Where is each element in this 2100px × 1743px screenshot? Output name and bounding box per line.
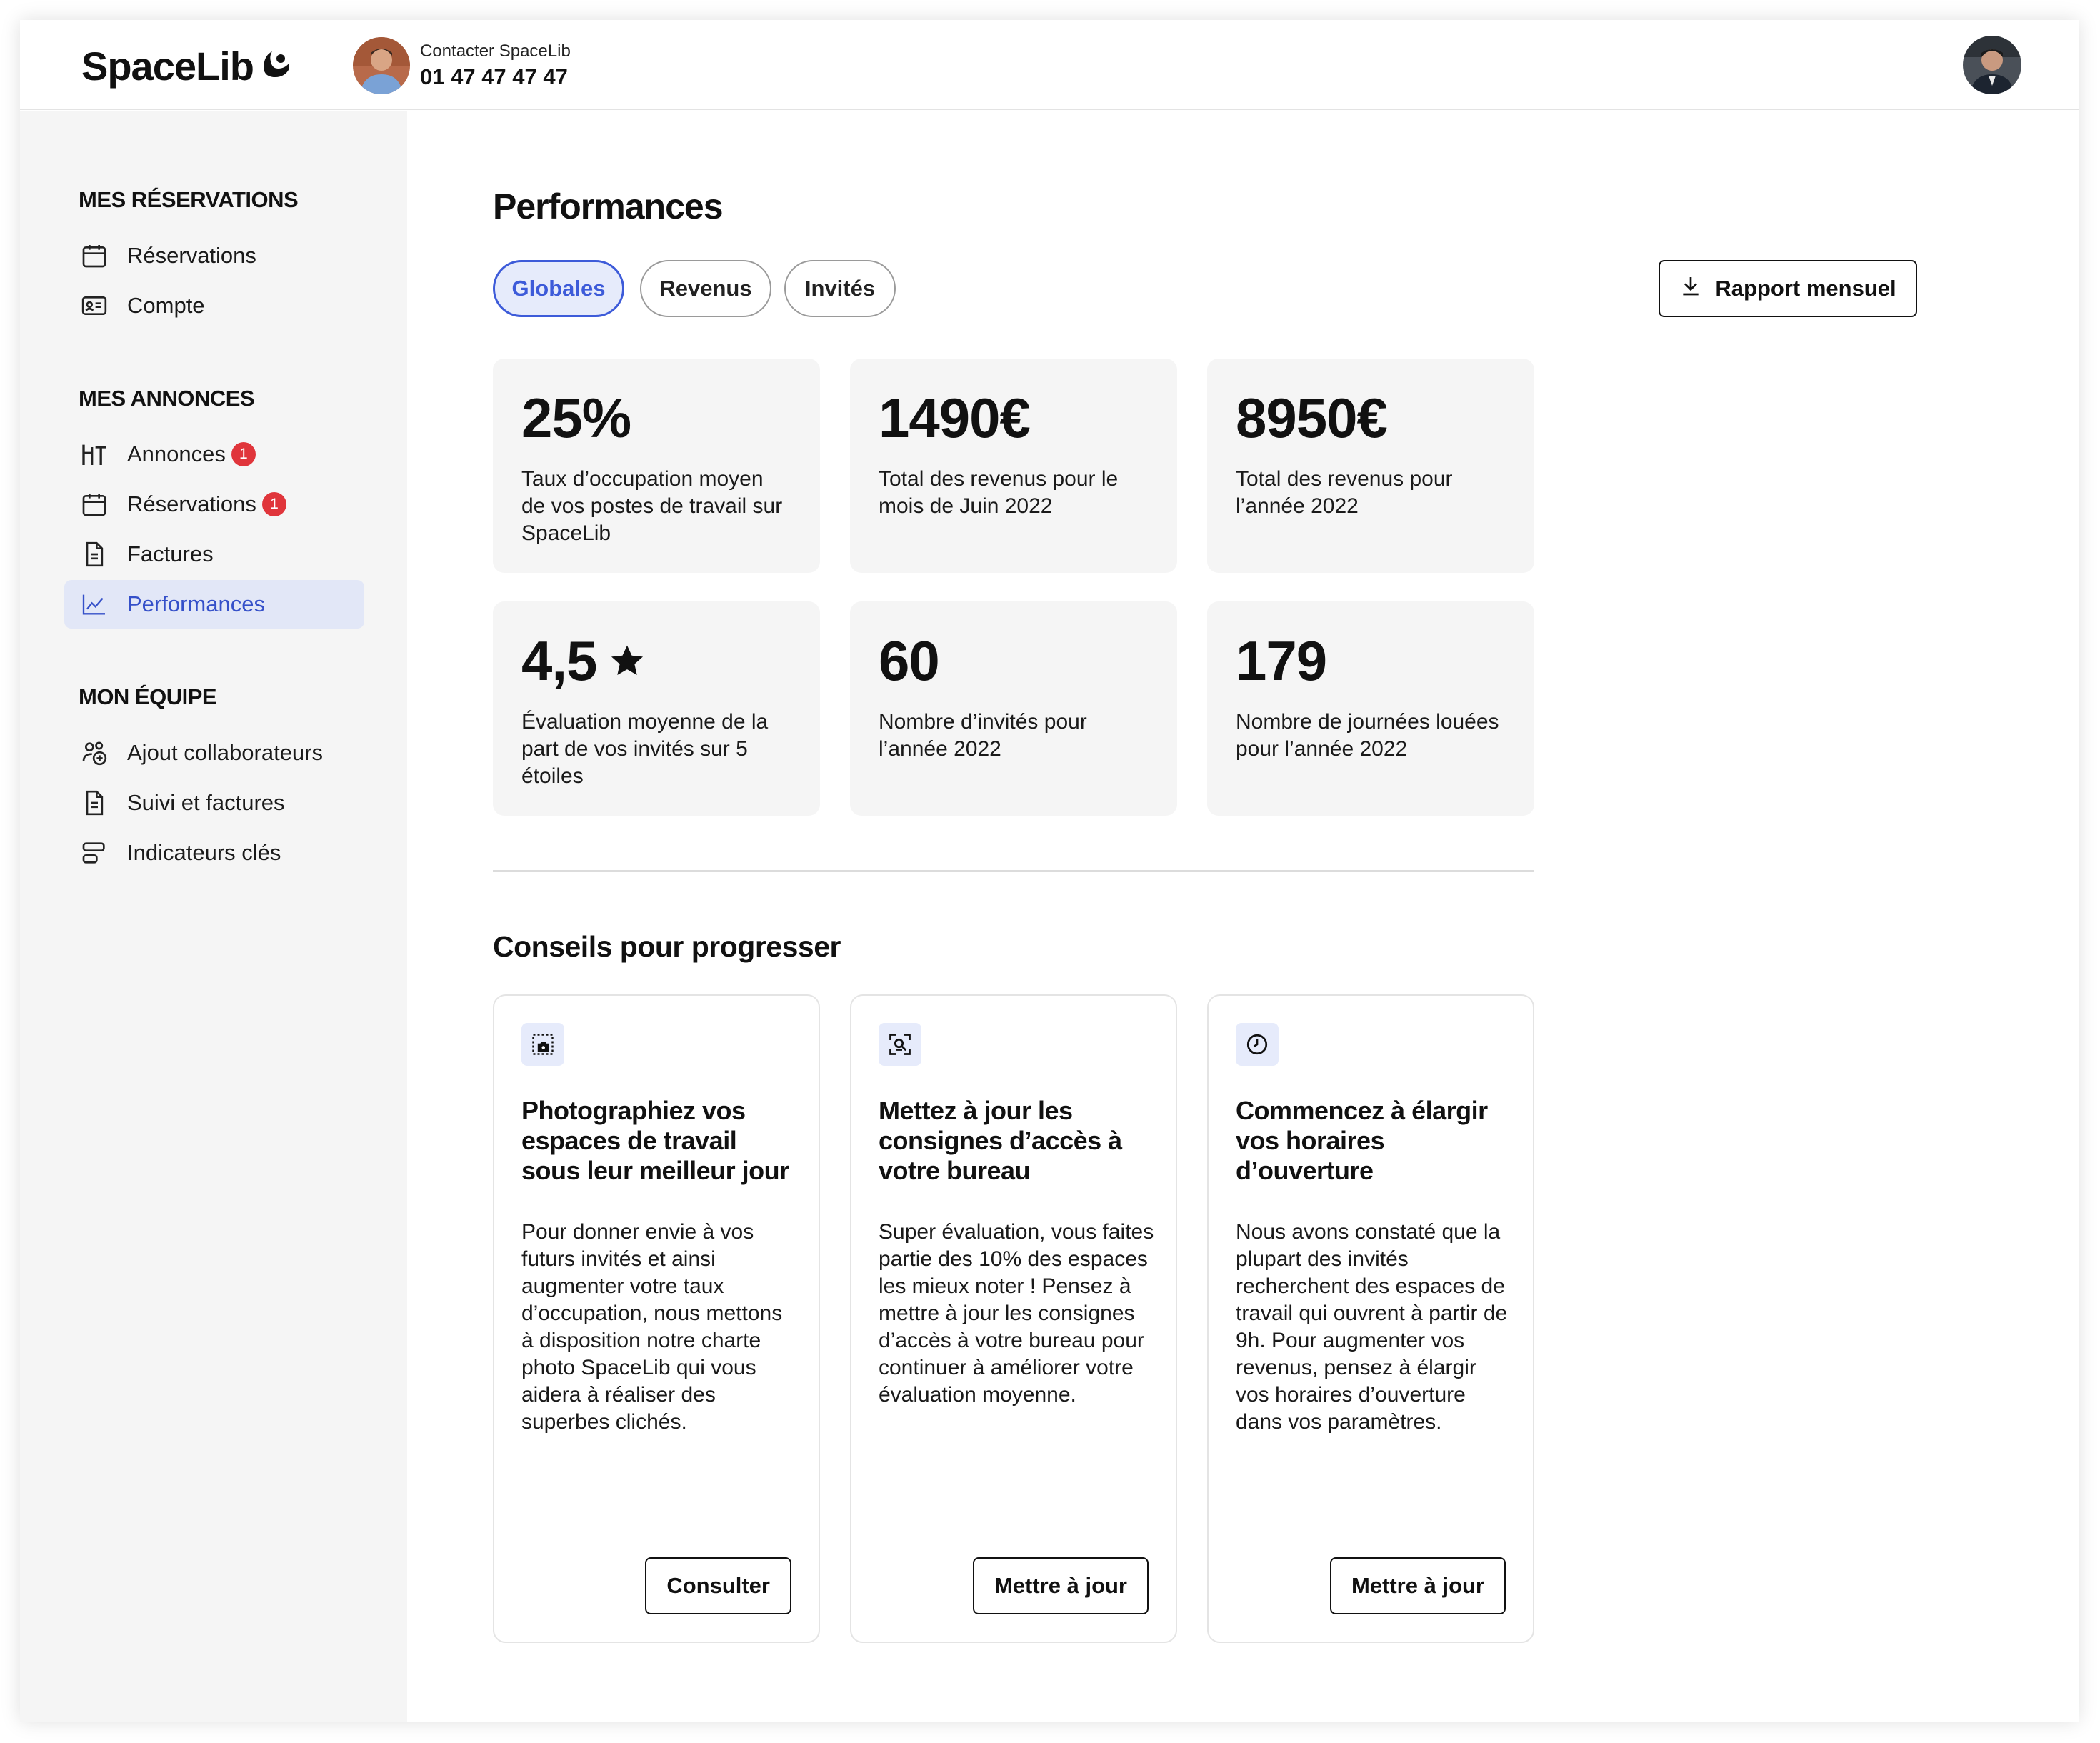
contact-label: Contacter SpaceLib (420, 41, 571, 61)
stat-card-revenus-annee: 8950€ Total des revenus pour l’année 202… (1207, 359, 1534, 573)
sidebar-item-compte[interactable]: Compte (64, 281, 364, 330)
tab-globales[interactable]: Globales (493, 260, 624, 317)
stat-card-invites: 60 Nombre d’invités pour l’année 2022 (850, 601, 1177, 816)
stat-description: Nombre d’invités pour l’année 2022 (879, 710, 1087, 761)
key-access-icon (879, 1023, 921, 1066)
sidebar: MES RÉSERVATIONS Réservations Compte MES… (20, 111, 407, 1722)
spacelib-logo[interactable]: SpaceLib (81, 39, 294, 93)
sidebar-item-reservations-annonces[interactable]: Réservations 1 (64, 480, 364, 529)
sidebar-item-factures[interactable]: Factures (64, 530, 364, 579)
sidebar-item-performances[interactable]: Performances (64, 580, 364, 629)
sidebar-item-label: Suivi et factures (127, 790, 285, 815)
user-add-icon (79, 737, 110, 769)
tip-card-photos: Photographiez vos espaces de travail sou… (493, 994, 820, 1643)
stat-value-text: 60 (879, 629, 940, 692)
contact-phone[interactable]: 01 47 47 47 47 (420, 64, 568, 89)
stat-value: 60 (879, 629, 940, 694)
page-title: Performances (493, 186, 723, 226)
photo-icon (521, 1023, 564, 1066)
stat-value: 25% (521, 386, 631, 451)
calendar-icon (79, 489, 110, 520)
app-window: SpaceLib Contacter SpaceLib (20, 20, 2079, 1722)
sidebar-item-suivi-factures[interactable]: Suivi et factures (64, 779, 364, 827)
tip-title: Photographiez vos espaces de travail sou… (521, 1096, 789, 1185)
logo-text: SpaceLib (81, 43, 254, 89)
rapport-mensuel-button[interactable]: Rapport mensuel (1659, 260, 1917, 317)
stat-card-journees: 179 Nombre de journées louées pour l’ann… (1207, 601, 1534, 816)
sidebar-item-label: Réservations (127, 491, 256, 516)
stat-description: Nombre de journées louées pour l’année 2… (1236, 710, 1499, 761)
sidebar-item-label: Ajout collaborateurs (127, 740, 323, 765)
notification-badge: 1 (261, 492, 286, 516)
rapport-mensuel-label: Rapport mensuel (1715, 276, 1896, 301)
section-title-annonces: MES ANNONCES (79, 386, 255, 411)
star-icon (608, 629, 646, 694)
tip-body: Nous avons constaté que la plupart des i… (1236, 1220, 1508, 1434)
notification-badge: 1 (231, 442, 256, 466)
document-icon (79, 787, 110, 819)
download-icon (1679, 274, 1702, 303)
sidebar-item-label: Performances (127, 591, 265, 616)
tip-title: Mettez à jour les consignes d’accès à vo… (879, 1096, 1122, 1185)
stat-value-text: 179 (1236, 629, 1327, 692)
stat-description: Taux d’occupation moyen de vos postes de… (521, 467, 783, 545)
id-card-icon (79, 290, 110, 321)
tip-title: Commencez à élargir vos horaires d’ouver… (1236, 1096, 1488, 1185)
tab-revenus[interactable]: Revenus (640, 260, 771, 317)
section-title-reservations: MES RÉSERVATIONS (79, 187, 299, 212)
chart-line-icon (79, 589, 110, 620)
stat-value-text: 25% (521, 386, 631, 449)
sidebar-item-indicateurs[interactable]: Indicateurs clés (64, 829, 364, 877)
clock-icon (1236, 1023, 1279, 1066)
top-header: SpaceLib Contacter SpaceLib (20, 20, 2079, 110)
stat-value: 4,5 (521, 629, 646, 694)
desk-icon (79, 439, 110, 470)
main-content: Performances Globales Revenus Invités Ra… (407, 111, 2079, 1722)
sidebar-item-ajout-collaborateurs[interactable]: Ajout collaborateurs (64, 729, 364, 777)
sidebar-item-annonces[interactable]: Annonces 1 (64, 430, 364, 479)
sidebar-item-label: Factures (127, 541, 214, 566)
stat-value-text: 4,5 (521, 629, 597, 692)
document-icon (79, 539, 110, 570)
bars-icon (79, 837, 110, 869)
tips-heading: Conseils pour progresser (493, 930, 841, 963)
tab-invites[interactable]: Invités (784, 260, 896, 317)
consulter-button[interactable]: Consulter (645, 1557, 791, 1614)
contact-avatar (353, 37, 410, 94)
sidebar-item-label: Annonces (127, 441, 226, 466)
stat-value-text: 1490€ (879, 386, 1031, 449)
tip-card-consignes: Mettez à jour les consignes d’accès à vo… (850, 994, 1177, 1643)
contact-block[interactable]: Contacter SpaceLib 01 47 47 47 47 (353, 37, 571, 94)
tip-body: Pour donner envie à vos futurs invités e… (521, 1220, 783, 1434)
calendar-icon (79, 240, 110, 271)
user-avatar[interactable] (1963, 36, 2021, 94)
stat-value-text: 8950€ (1236, 386, 1388, 449)
stat-description: Total des revenus pour le mois de Juin 2… (879, 467, 1119, 518)
sidebar-item-reservations[interactable]: Réservations (64, 231, 364, 280)
divider (493, 870, 1534, 872)
tip-body: Super évaluation, vous faites partie des… (879, 1220, 1154, 1407)
logo-mark-icon (259, 47, 294, 85)
stat-value: 1490€ (879, 386, 1031, 451)
mettre-a-jour-button[interactable]: Mettre à jour (1329, 1557, 1506, 1614)
stat-description: Total des revenus pour l’année 2022 (1236, 467, 1453, 518)
stat-card-revenus-mois: 1490€ Total des revenus pour le mois de … (850, 359, 1177, 573)
stat-card-evaluation: 4,5 Évaluation moyenne de la part de vos… (493, 601, 820, 816)
sidebar-item-label: Compte (127, 293, 205, 318)
stat-value: 179 (1236, 629, 1327, 694)
section-title-equipe: MON ÉQUIPE (79, 684, 217, 709)
stat-card-occupation: 25% Taux d’occupation moyen de vos poste… (493, 359, 820, 573)
stat-value: 8950€ (1236, 386, 1388, 451)
tip-card-horaires: Commencez à élargir vos horaires d’ouver… (1207, 994, 1534, 1643)
sidebar-item-label: Réservations (127, 243, 256, 268)
sidebar-item-label: Indicateurs clés (127, 840, 281, 865)
stat-description: Évaluation moyenne de la part de vos inv… (521, 710, 769, 788)
mettre-a-jour-button[interactable]: Mettre à jour (972, 1557, 1149, 1614)
